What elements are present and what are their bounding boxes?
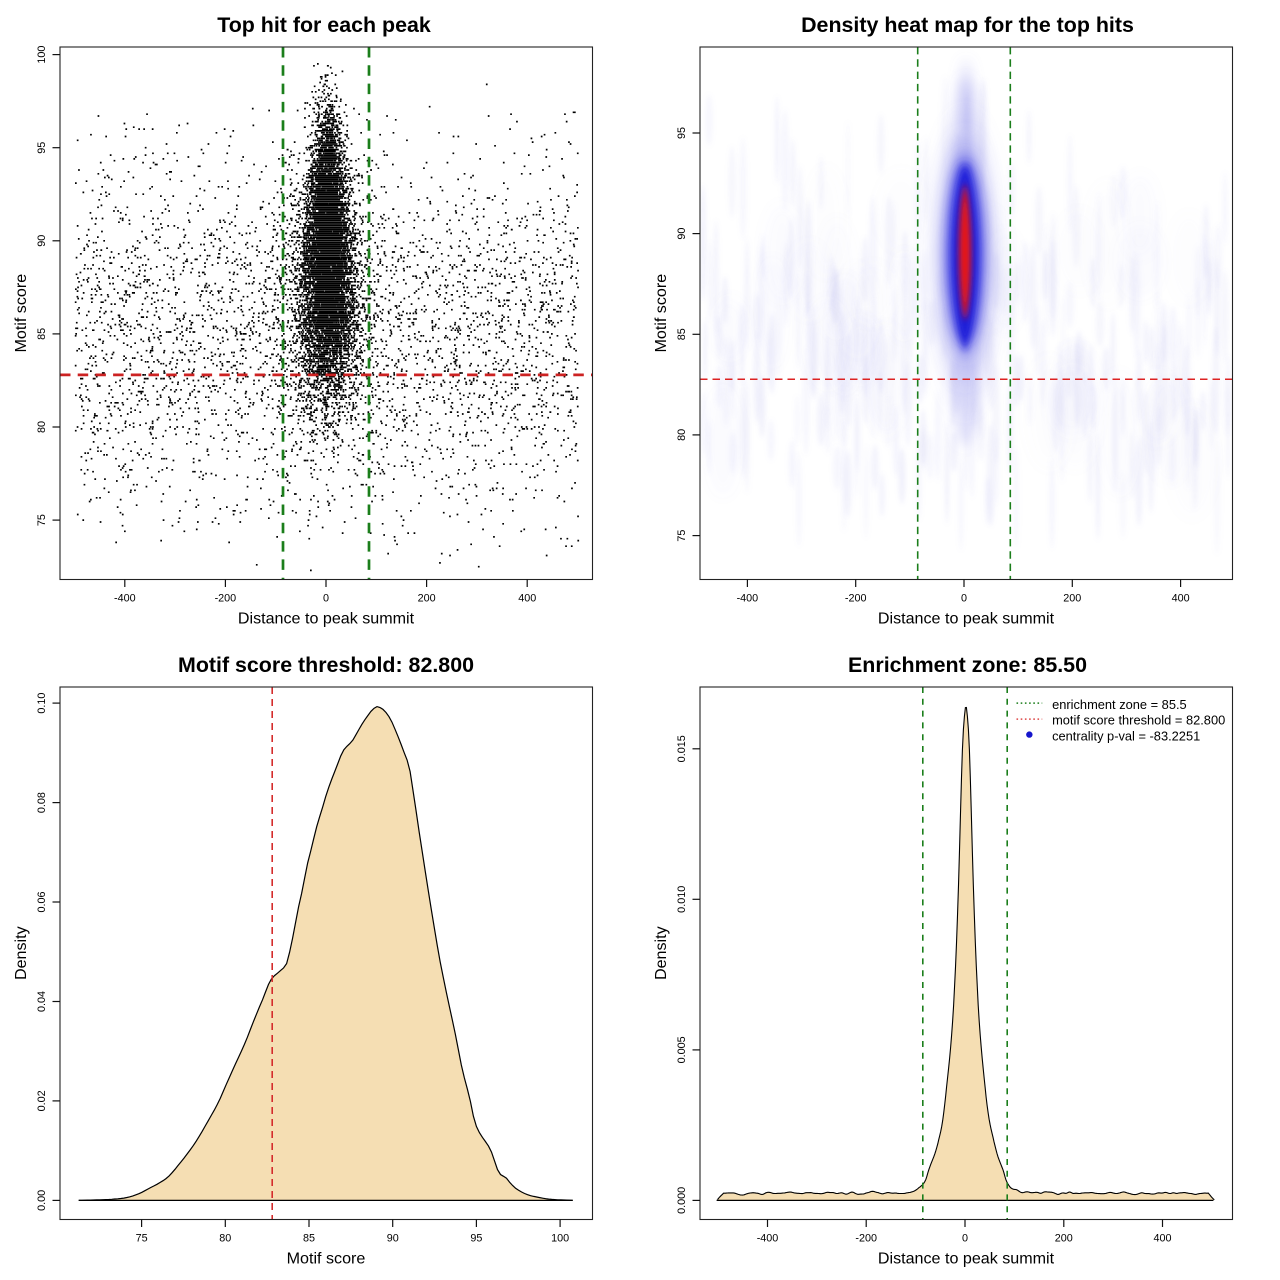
svg-text:Motif score: Motif score — [652, 274, 670, 353]
svg-text:centrality p-val = -83.2251: centrality p-val = -83.2251 — [1052, 728, 1200, 743]
svg-text:80: 80 — [36, 421, 48, 433]
svg-text:90: 90 — [36, 235, 48, 247]
svg-text:400: 400 — [1172, 593, 1190, 605]
svg-text:Distance to peak summit: Distance to peak summit — [878, 1250, 1055, 1268]
svg-text:200: 200 — [1063, 593, 1081, 605]
svg-text:85: 85 — [676, 328, 688, 340]
svg-text:0.015: 0.015 — [676, 735, 688, 762]
svg-text:-400: -400 — [757, 1233, 779, 1245]
svg-text:0.10: 0.10 — [36, 693, 48, 714]
svg-text:100: 100 — [551, 1233, 569, 1245]
svg-text:80: 80 — [219, 1233, 231, 1245]
svg-text:400: 400 — [518, 593, 536, 605]
svg-text:Density heat map for the top h: Density heat map for the top hits — [801, 13, 1134, 37]
svg-text:100: 100 — [36, 46, 48, 64]
svg-text:Density: Density — [652, 925, 670, 980]
svg-text:0.010: 0.010 — [676, 886, 688, 913]
svg-text:Motif score threshold: 82.800: Motif score threshold: 82.800 — [178, 653, 474, 677]
svg-text:85: 85 — [36, 328, 48, 340]
svg-text:75: 75 — [136, 1233, 148, 1245]
svg-text:motif score threshold = 82.800: motif score threshold = 82.800 — [1052, 713, 1225, 728]
svg-text:200: 200 — [418, 593, 436, 605]
svg-text:-200: -200 — [215, 593, 237, 605]
svg-text:0.000: 0.000 — [676, 1187, 688, 1214]
svg-text:75: 75 — [676, 530, 688, 542]
svg-text:90: 90 — [387, 1233, 399, 1245]
svg-text:Motif score: Motif score — [12, 274, 30, 353]
svg-text:85: 85 — [303, 1233, 315, 1245]
svg-text:-400: -400 — [114, 593, 136, 605]
svg-text:200: 200 — [1055, 1233, 1073, 1245]
svg-text:0: 0 — [323, 593, 329, 605]
svg-text:95: 95 — [36, 142, 48, 154]
svg-text:75: 75 — [36, 514, 48, 526]
svg-text:-200: -200 — [845, 593, 867, 605]
svg-text:Distance to peak summit: Distance to peak summit — [238, 610, 415, 628]
svg-text:400: 400 — [1153, 1233, 1171, 1245]
svg-text:-400: -400 — [737, 593, 759, 605]
svg-text:enrichment zone = 85.5: enrichment zone = 85.5 — [1052, 697, 1187, 712]
svg-text:Top hit for each peak: Top hit for each peak — [217, 13, 431, 37]
svg-text:80: 80 — [676, 429, 688, 441]
svg-text:0.02: 0.02 — [36, 1090, 48, 1111]
svg-text:-200: -200 — [855, 1233, 877, 1245]
svg-text:0: 0 — [961, 593, 967, 605]
svg-text:Motif score: Motif score — [287, 1250, 366, 1268]
svg-text:0: 0 — [962, 1233, 968, 1245]
svg-text:0.08: 0.08 — [36, 792, 48, 813]
svg-text:Distance to peak summit: Distance to peak summit — [878, 610, 1055, 628]
svg-text:0.00: 0.00 — [36, 1190, 48, 1211]
svg-text:0.005: 0.005 — [676, 1036, 688, 1063]
svg-text:0.06: 0.06 — [36, 891, 48, 912]
svg-text:Enrichment zone: 85.50: Enrichment zone: 85.50 — [848, 653, 1087, 677]
svg-text:95: 95 — [676, 127, 688, 139]
svg-text:95: 95 — [470, 1233, 482, 1245]
svg-text:90: 90 — [676, 228, 688, 240]
svg-text:Density: Density — [12, 925, 30, 980]
svg-text:0.04: 0.04 — [36, 991, 48, 1012]
